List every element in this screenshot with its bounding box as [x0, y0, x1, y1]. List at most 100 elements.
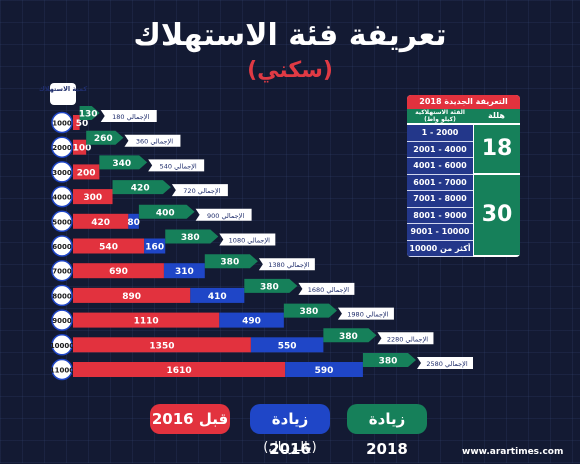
bar-segment-before-2016 [73, 115, 80, 130]
bar-value-before-2016: 50 [76, 119, 89, 129]
bar-segment-increase-2016 [144, 238, 166, 254]
bar-segment-increase-2018 [99, 155, 148, 170]
category-label: 1000 [52, 120, 72, 128]
category-marker [51, 284, 73, 307]
bar-segment-before-2016 [73, 312, 220, 328]
total-value: الإجمالي 360 [136, 138, 173, 146]
category-marker [51, 136, 73, 158]
bar-segment-before-2016 [73, 263, 164, 279]
bar-segment-before-2016 [73, 238, 145, 254]
bar-segment-increase-2018 [244, 278, 298, 293]
bar-segment-before-2016 [73, 337, 251, 353]
tariff-tier-row: 8001 - 9000 [407, 208, 473, 224]
bar-value-increase-2018: 130 [79, 110, 98, 120]
bar-segment-increase-2018 [323, 328, 377, 343]
total-value: الإجمالي 180 [112, 113, 149, 121]
tariff-rate-cell: 18 [474, 125, 520, 175]
total-tag [171, 184, 228, 197]
website-label: www.arartimes.com [462, 447, 564, 457]
category-marker [51, 309, 73, 331]
bar-value-before-2016: 1350 [149, 341, 174, 351]
bar-value-increase-2018: 260 [94, 134, 113, 144]
bar-value-increase-2016: 410 [208, 292, 227, 302]
bar-segment-before-2016 [73, 139, 87, 155]
category-marker [51, 235, 73, 257]
total-value: الإجمالي 1680 [308, 286, 349, 294]
consumption-header-box [50, 83, 76, 105]
category-label: 8000 [52, 292, 72, 300]
tariff-col-rate: هللة [488, 111, 505, 120]
bar-value-before-2016: 300 [83, 193, 102, 203]
bar-value-increase-2018: 380 [379, 357, 398, 367]
bar-value-increase-2018: 380 [260, 282, 279, 292]
total-value: الإجمالي 2580 [426, 360, 467, 368]
bar-segment-before-2016 [73, 164, 100, 180]
bar-value-before-2016: 200 [77, 168, 96, 178]
bar-segment-increase-2018 [138, 204, 195, 219]
category-marker [51, 111, 73, 134]
category-marker [51, 259, 73, 282]
bar-segment-before-2016 [73, 213, 129, 229]
total-tag [337, 307, 394, 320]
bar-segment-increase-2016 [128, 213, 139, 229]
bar-value-increase-2018: 380 [181, 233, 200, 243]
unit-note: (بالـريـال) [263, 440, 317, 455]
bar-value-before-2016: 1610 [167, 366, 192, 376]
category-label: 10000 [50, 342, 74, 350]
bar-value-increase-2018: 380 [220, 258, 239, 268]
bar-segment-increase-2018 [283, 303, 337, 318]
tariff-col-consumption: الفئة الاستهلاكية (كيلو واط) [415, 109, 465, 123]
category-marker [51, 358, 73, 381]
bar-segment-increase-2018 [165, 229, 219, 244]
total-tag [124, 134, 181, 147]
bar-value-increase-2018: 400 [156, 208, 175, 218]
total-tag [377, 332, 434, 345]
bar-value-increase-2016: 490 [242, 317, 261, 327]
bar-value-before-2016: 1110 [134, 317, 159, 327]
bar-value-increase-2016: 310 [175, 267, 194, 277]
bar-value-before-2016: 420 [91, 218, 110, 228]
legend-increase-2018: زيادة 2018 [347, 404, 427, 458]
legend-before-2016: قبل 2016 [150, 404, 230, 434]
bar-segment-increase-2018 [204, 254, 258, 269]
tariff-tier-row: 2001 - 4000 [407, 142, 473, 158]
total-value: الإجمالي 2280 [387, 335, 428, 343]
category-marker [51, 334, 73, 356]
tariff-table: التعريفة الجديدة 2018 الفئة الاستهلاكية … [407, 95, 520, 257]
page-title: تعريفة فئة الاستهلاك [133, 18, 447, 53]
bar-segment-increase-2016 [219, 312, 284, 328]
tariff-tier-row: 6001 - 7000 [407, 175, 473, 191]
tariff-tier-row: أكثر من 10000 [407, 241, 473, 257]
tariff-table-body: 1 - 2000 2001 - 4000 4001 - 6000 6001 - 700… [407, 125, 520, 257]
bar-value-before-2016: 100 [73, 144, 92, 154]
bar-value-increase-2016: 550 [278, 341, 297, 351]
bar-value-before-2016: 890 [122, 292, 141, 302]
bar-segment-increase-2018 [86, 130, 124, 145]
category-marker [51, 210, 73, 233]
tariff-tier-list: 1 - 2000 2001 - 4000 4001 - 6000 6001 - 700… [407, 125, 473, 257]
bar-segment-increase-2018 [112, 180, 171, 195]
bar-segment-increase-2016 [285, 362, 363, 377]
bar-segment-increase-2018 [79, 106, 100, 120]
bar-value-increase-2016: 160 [145, 243, 164, 253]
category-label: 9000 [52, 317, 72, 325]
total-value: الإجمالي 1080 [229, 237, 270, 245]
total-tag [258, 258, 315, 271]
consumption-header-text: كمية الاستهلاك [39, 85, 88, 93]
bar-segment-increase-2016 [190, 287, 245, 303]
category-label: 4000 [52, 194, 72, 202]
tariff-table-subheader: الفئة الاستهلاكية (كيلو واط) هللة [407, 109, 520, 123]
category-label: 6000 [52, 243, 72, 251]
tariff-tier-row: 1 - 2000 [407, 125, 473, 142]
bar-value-increase-2018: 340 [112, 159, 131, 169]
total-value: الإجمالي 900 [207, 212, 244, 220]
category-marker [51, 161, 73, 183]
category-label: 5000 [52, 218, 72, 226]
tariff-rate-cell: 30 [474, 174, 520, 257]
bar-value-before-2016: 540 [99, 243, 118, 253]
category-marker [51, 185, 73, 208]
page-subtitle: (سكني) [247, 58, 333, 83]
category-label: 3000 [52, 169, 72, 177]
category-label: 2000 [52, 144, 72, 152]
